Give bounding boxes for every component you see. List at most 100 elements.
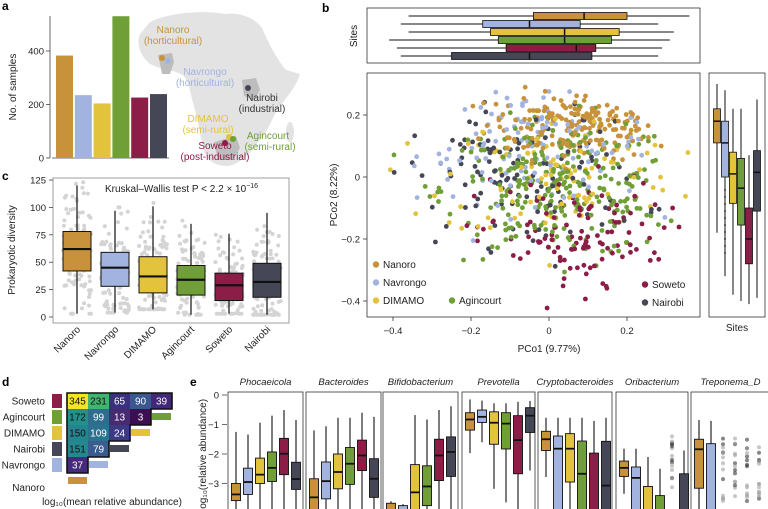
point-agincourt	[599, 228, 605, 233]
point-nairobi	[514, 172, 520, 178]
jitter-point	[141, 220, 146, 225]
point-agincourt	[611, 198, 617, 204]
point-nairobi	[499, 201, 504, 207]
x-tick-label: Nairobi	[243, 324, 273, 354]
outlier-point	[724, 189, 726, 191]
jitter-point	[221, 308, 226, 313]
jitter-point	[220, 250, 225, 255]
point-nairobi	[599, 222, 605, 227]
outlier-point	[757, 489, 761, 494]
point-agincourt	[505, 212, 511, 218]
point-agincourt	[615, 161, 620, 167]
point-navrongo	[532, 205, 538, 210]
point-soweto	[525, 250, 531, 256]
point-nanoro	[570, 122, 575, 127]
point-soweto	[551, 215, 557, 221]
row-label-soweto: Soweto	[12, 397, 46, 408]
point-navrongo	[470, 238, 476, 244]
box-navrongo	[706, 443, 716, 509]
point-agincourt	[616, 181, 621, 186]
jitter-point	[146, 294, 151, 299]
box-nairobi	[525, 407, 535, 433]
point-nanoro	[538, 130, 544, 135]
box-agincourt	[267, 451, 277, 482]
point-nanoro	[590, 123, 596, 128]
point-nairobi	[649, 207, 654, 212]
heatmap-cell	[109, 425, 130, 441]
point-navrongo	[495, 203, 501, 209]
point-agincourt	[562, 213, 568, 218]
jitter-point	[223, 311, 228, 316]
point-navrongo	[411, 163, 417, 169]
legend-label: Agincourt	[459, 296, 501, 307]
y-tick-label: −0.4	[341, 297, 360, 308]
jitter-point	[82, 223, 87, 228]
heatmap-cell-value: 39	[156, 397, 168, 408]
heatmap-cell	[67, 393, 88, 409]
point-dimamo	[485, 215, 491, 221]
point-dimamo	[582, 195, 587, 201]
point-navrongo	[508, 183, 513, 189]
point-nanoro	[582, 114, 587, 120]
x-tick-label: Navrongo	[83, 324, 122, 363]
jitter-point	[276, 299, 281, 304]
jitter-point	[274, 252, 279, 257]
row-label-dimamo: DIMAMO	[4, 429, 45, 440]
outlier-point	[745, 446, 749, 451]
jitter-point	[118, 306, 123, 310]
legend-label: DIMAMO	[383, 296, 424, 307]
point-nanoro	[610, 109, 615, 114]
point-agincourt	[648, 213, 654, 219]
point-navrongo	[601, 142, 607, 147]
row-label-nairobi: Nairobi	[13, 445, 45, 456]
point-navrongo	[525, 121, 531, 127]
pco1-box-nanoro	[408, 12, 690, 20]
point-soweto	[587, 205, 592, 211]
box-dimamo	[138, 206, 168, 310]
point-dimamo	[552, 116, 558, 122]
jitter-point	[88, 215, 93, 220]
point-dimamo	[475, 224, 481, 229]
point-nanoro	[504, 145, 510, 151]
jitter-point	[262, 224, 267, 229]
point-navrongo	[586, 159, 591, 165]
point-navrongo	[576, 124, 582, 130]
pco2-box-soweto	[745, 155, 753, 305]
jitter-point	[213, 302, 218, 307]
point-soweto	[577, 205, 583, 211]
point-navrongo	[518, 119, 524, 125]
point-agincourt	[532, 225, 538, 231]
jitter-point	[69, 227, 74, 232]
point-navrongo	[478, 105, 484, 110]
point-dimamo	[591, 119, 597, 124]
point-agincourt	[468, 149, 474, 155]
point-nanoro	[546, 115, 551, 121]
point-soweto	[599, 193, 605, 199]
point-agincourt	[596, 199, 602, 205]
outlier-point	[724, 245, 726, 247]
jitter-point	[268, 248, 273, 253]
jitter-point	[108, 242, 113, 247]
point-soweto	[571, 200, 577, 206]
genus-panel-bifidobacterium: Bifidobacterium	[382, 377, 459, 509]
point-agincourt	[562, 269, 567, 275]
jitter-point	[213, 260, 218, 265]
heatmap-cell-value: 109	[90, 429, 107, 440]
jitter-point	[148, 234, 153, 239]
jitter-point	[217, 267, 222, 272]
point-nanoro	[563, 117, 569, 123]
jitter-point	[162, 219, 167, 224]
point-agincourt	[513, 233, 519, 239]
jitter-point	[238, 304, 242, 309]
point-agincourt	[530, 122, 535, 128]
point-agincourt	[644, 212, 650, 218]
jitter-point	[106, 231, 111, 236]
outlier-point	[724, 238, 726, 240]
point-agincourt	[646, 138, 651, 144]
point-agincourt	[558, 206, 564, 212]
point-navrongo	[487, 129, 492, 134]
point-nanoro	[521, 144, 526, 150]
outlier-point	[721, 477, 725, 482]
point-agincourt	[465, 137, 471, 143]
outlier-point	[733, 461, 737, 466]
